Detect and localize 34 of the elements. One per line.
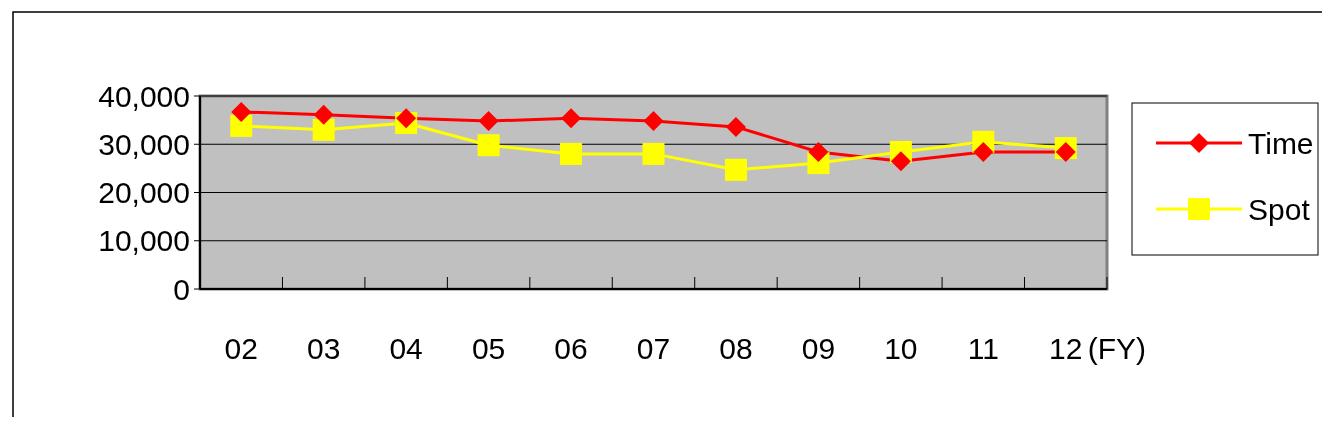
x-tick-label: 03	[306, 332, 341, 365]
point	[396, 108, 417, 129]
x-axis-title: (FY)	[1087, 332, 1147, 365]
x-tick-label: 08	[719, 332, 753, 365]
y-tick-label: 0	[173, 272, 190, 306]
legend-label: Time	[1248, 126, 1314, 160]
point	[477, 134, 500, 157]
x-tick-label: 11	[967, 332, 999, 365]
point	[973, 141, 994, 162]
x-tick-label: 06	[554, 332, 588, 365]
point	[560, 142, 583, 165]
point	[725, 116, 746, 137]
point	[643, 111, 664, 132]
legend-label: Spot	[1248, 192, 1311, 226]
point	[313, 104, 334, 125]
y-tick-label: 10,000	[98, 224, 190, 258]
x-tick-label: 05	[471, 332, 506, 365]
x-tick-label: 07	[636, 332, 671, 365]
x-tick-label: 02	[224, 332, 258, 365]
point	[478, 111, 499, 132]
y-tick-label: 30,000	[98, 127, 190, 161]
point	[890, 151, 911, 172]
point	[561, 108, 582, 129]
point	[808, 141, 829, 162]
y-tick-label: 20,000	[98, 176, 190, 209]
x-tick-label: 04	[389, 332, 423, 365]
x-tick-label: 12	[1049, 332, 1083, 365]
point	[231, 101, 252, 122]
point	[724, 158, 747, 181]
x-tick-label: 09	[801, 332, 836, 365]
y-tick-label: 40,000	[98, 79, 190, 113]
point	[642, 142, 665, 165]
x-tick-label: 10	[884, 332, 918, 365]
point	[312, 118, 335, 141]
